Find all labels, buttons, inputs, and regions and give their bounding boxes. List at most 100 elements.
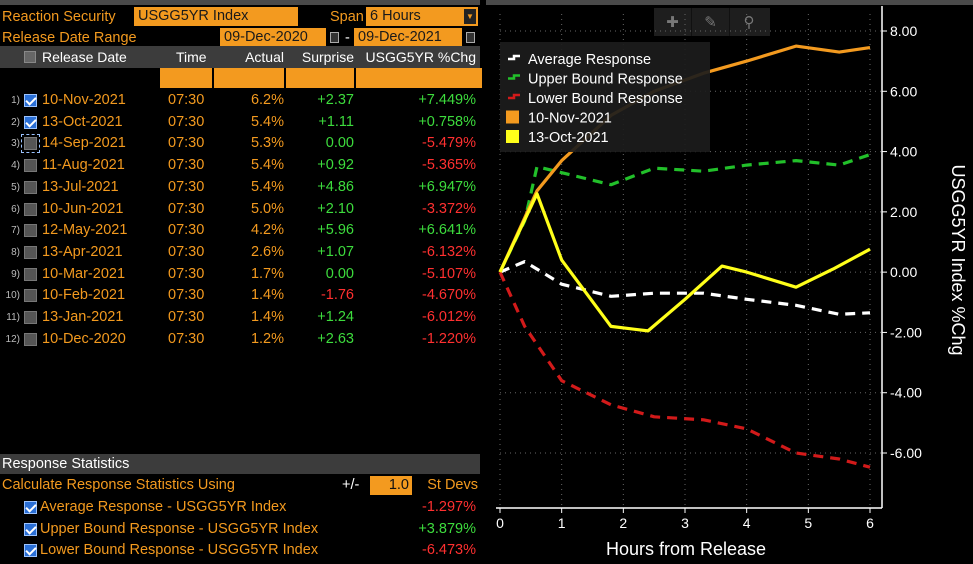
row-index: 8) <box>11 246 20 258</box>
surprise-value: +2.63 <box>317 330 354 347</box>
release-date: 10-Feb-2021 <box>42 287 126 304</box>
release-date: 12-May-2021 <box>42 222 128 239</box>
stats-checkbox[interactable] <box>24 522 37 536</box>
row-index: 5) <box>11 181 20 193</box>
table-row[interactable]: 11) 13-Jan-2021 07:30 1.4% +1.24 -6.012% <box>0 307 480 329</box>
release-time: 07:30 <box>168 222 205 239</box>
actual-value: 5.4% <box>250 113 284 130</box>
col-time[interactable]: Time <box>176 49 207 65</box>
range-start-field[interactable]: 09-Dec-2020 <box>220 28 326 47</box>
row-index: 3) <box>11 138 20 150</box>
span-dropdown[interactable]: 6 Hours ▼ <box>366 7 478 26</box>
reaction-chart[interactable]: 8.00 6.00 4.00 2.00 0.00 -2.00 -4.00 -6.00 0 1 2 3 4… <box>486 0 973 564</box>
release-range-row: Release Date Range 09-Dec-2020 - 09-Dec-… <box>0 27 480 48</box>
calendar-icon[interactable] <box>330 32 339 43</box>
stats-checkbox[interactable] <box>24 501 37 514</box>
legend-swatch <box>506 130 519 143</box>
reaction-security-field[interactable]: USGG5YR Index <box>134 7 298 26</box>
stats-item: Average Response - USGG5YR Index -1.297% <box>0 497 480 519</box>
chg-value: -5.365% <box>421 157 476 174</box>
release-time: 07:30 <box>168 265 205 282</box>
select-all-checkbox[interactable] <box>24 51 36 63</box>
release-time: 07:30 <box>168 200 205 217</box>
time-filter[interactable] <box>160 68 212 88</box>
row-checkbox[interactable] <box>24 202 37 216</box>
table-row[interactable]: 12) 10-Dec-2020 07:30 1.2% +2.63 -1.220% <box>0 329 480 351</box>
row-checkbox[interactable] <box>24 159 37 173</box>
table-row[interactable]: 6) 10-Jun-2021 07:30 5.0% +2.10 -3.372% <box>0 199 480 221</box>
chg-value: +7.449% <box>418 92 476 108</box>
chart-legend <box>500 42 710 152</box>
stdev-label: St Devs <box>427 477 478 493</box>
release-time: 07:30 <box>168 135 205 152</box>
row-checkbox[interactable] <box>24 94 37 107</box>
row-checkbox[interactable] <box>24 245 37 259</box>
row-checkbox[interactable] <box>24 289 37 303</box>
crosshair-icon[interactable]: ✚ <box>654 8 692 36</box>
stats-checkbox[interactable] <box>24 544 37 557</box>
pencil-icon[interactable]: ✎ <box>692 8 730 36</box>
table-row[interactable]: 2) 13-Oct-2021 07:30 5.4% +1.11 +0.758% <box>0 112 480 134</box>
y-tick-label: 4.00 <box>890 144 917 160</box>
table-row[interactable]: 4) 11-Aug-2021 07:30 5.4% +0.92 -5.365% <box>0 155 480 177</box>
surprise-value: +0.92 <box>317 157 354 174</box>
dropdown-arrow-icon[interactable]: ▼ <box>464 9 476 24</box>
col-actual[interactable]: Actual <box>245 49 284 65</box>
stats-calc-label: Calculate Response Statistics Using <box>2 477 235 493</box>
row-checkbox[interactable] <box>24 311 37 324</box>
row-checkbox[interactable] <box>24 180 37 194</box>
y-tick-label: -2.00 <box>890 324 922 340</box>
table-row[interactable]: 10) 10-Feb-2021 07:30 1.4% -1.76 -4.670% <box>0 285 480 307</box>
actual-value: 1.7% <box>250 265 284 282</box>
magnifier-icon[interactable]: ⚲ <box>743 14 755 31</box>
col-chg[interactable]: USGG5YR %Chg <box>365 49 476 65</box>
table-row[interactable]: 7) 12-May-2021 07:30 4.2% +5.96 +6.641% <box>0 220 480 242</box>
surprise-value: +5.96 <box>317 222 354 239</box>
calendar-icon[interactable] <box>466 32 475 43</box>
panel-title-bar <box>0 0 480 5</box>
release-time: 07:30 <box>168 309 205 325</box>
row-checkbox[interactable] <box>24 332 37 346</box>
range-end-field[interactable]: 09-Dec-2021 <box>354 28 462 47</box>
table-row[interactable]: 8) 13-Apr-2021 07:30 2.6% +1.07 -6.132% <box>0 242 480 264</box>
chg-value: -5.479% <box>421 135 476 152</box>
table-row[interactable]: 1) 10-Nov-2021 07:30 6.2% +2.37 +7.449% <box>0 90 480 112</box>
release-date: 14-Sep-2021 <box>42 135 126 152</box>
col-release-date[interactable]: Release Date <box>42 49 127 65</box>
series-line-4 <box>498 192 871 333</box>
row-checkbox[interactable] <box>24 224 37 238</box>
row-checkbox[interactable] <box>24 115 37 129</box>
actual-filter[interactable] <box>214 68 284 88</box>
legend-entry: 13-Oct-2021 <box>528 130 609 146</box>
release-time: 07:30 <box>168 330 205 347</box>
release-date: 10-Dec-2020 <box>42 330 126 347</box>
series-line-0 <box>499 260 871 316</box>
chg-value: -6.132% <box>421 243 476 260</box>
actual-value: 1.2% <box>250 330 284 347</box>
y-tick-label: 8.00 <box>890 23 917 39</box>
surprise-value: 0.00 <box>325 135 354 152</box>
chg-value: -1.220% <box>421 330 476 347</box>
y-tick-label: 0.00 <box>890 264 917 280</box>
table-row[interactable]: 5) 13-Jul-2021 07:30 5.4% +4.86 +6.947% <box>0 177 480 199</box>
row-index: 12) <box>5 333 20 345</box>
x-tick-label: 5 <box>804 515 812 531</box>
legend-entry: Average Response <box>528 52 651 68</box>
y-tick-label: -4.00 <box>890 385 922 401</box>
table-row[interactable]: 3) 14-Sep-2021 07:30 5.3% 0.00 -5.479% <box>0 133 480 155</box>
series-line-2 <box>498 271 871 469</box>
row-checkbox[interactable] <box>24 267 37 281</box>
release-date: 10-Nov-2021 <box>42 92 126 108</box>
stats-item-label: Lower Bound Response - USGG5YR Index <box>40 542 319 558</box>
surprise-filter[interactable] <box>286 68 354 88</box>
row-index: 10) <box>5 290 20 302</box>
chg-filter[interactable] <box>356 68 482 88</box>
stdev-input[interactable]: 1.0 <box>370 476 412 495</box>
row-index: 4) <box>11 160 20 172</box>
actual-value: 5.0% <box>250 200 284 217</box>
column-filter-row <box>160 68 484 88</box>
row-checkbox[interactable] <box>21 134 40 154</box>
col-surprise[interactable]: Surprise <box>301 49 354 65</box>
table-row[interactable]: 9) 10-Mar-2021 07:30 1.7% 0.00 -5.107% <box>0 264 480 286</box>
stats-item: Lower Bound Response - USGG5YR Index -6.4… <box>0 540 480 562</box>
